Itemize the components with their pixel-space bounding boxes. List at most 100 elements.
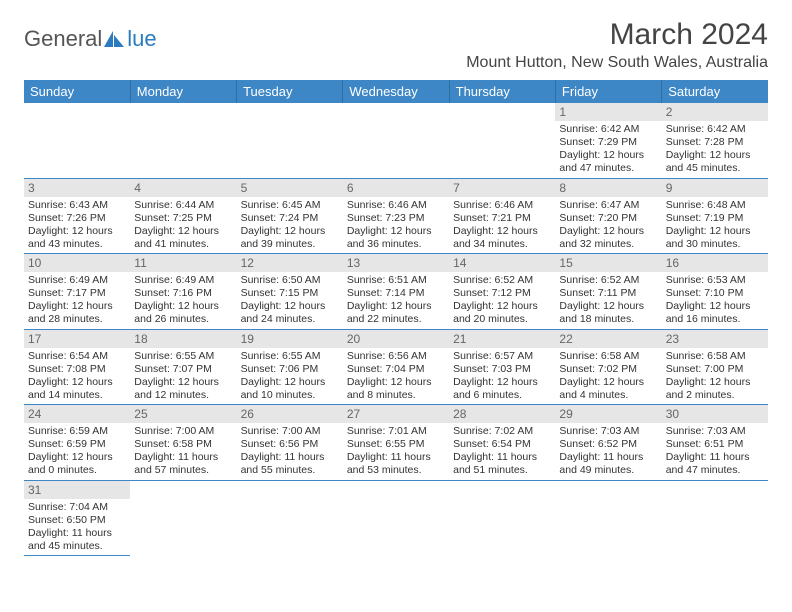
page-title: March 2024: [466, 18, 768, 52]
calendar-cell: 19Sunrise: 6:55 AMSunset: 7:06 PMDayligh…: [237, 329, 343, 405]
calendar-cell: 11Sunrise: 6:49 AMSunset: 7:16 PMDayligh…: [130, 254, 236, 330]
day-number: 16: [662, 254, 768, 272]
calendar-cell: 17Sunrise: 6:54 AMSunset: 7:08 PMDayligh…: [24, 329, 130, 405]
day-number: 31: [24, 481, 130, 499]
logo-sail-icon: [104, 31, 126, 47]
day-number: 10: [24, 254, 130, 272]
calendar-cell: [555, 480, 661, 556]
day-number: 26: [237, 405, 343, 423]
calendar-cell: 2Sunrise: 6:42 AMSunset: 7:28 PMDaylight…: [662, 103, 768, 178]
day-details: Sunrise: 6:51 AMSunset: 7:14 PMDaylight:…: [343, 272, 449, 329]
column-header: Thursday: [449, 80, 555, 103]
calendar-cell: 21Sunrise: 6:57 AMSunset: 7:03 PMDayligh…: [449, 329, 555, 405]
day-details: Sunrise: 7:03 AMSunset: 6:52 PMDaylight:…: [555, 423, 661, 480]
logo: General lue: [24, 26, 157, 52]
location: Mount Hutton, New South Wales, Australia: [466, 54, 768, 72]
calendar-cell: [24, 103, 130, 178]
calendar-cell: 22Sunrise: 6:58 AMSunset: 7:02 PMDayligh…: [555, 329, 661, 405]
day-details: Sunrise: 6:59 AMSunset: 6:59 PMDaylight:…: [24, 423, 130, 480]
day-number: 2: [662, 103, 768, 121]
day-details: Sunrise: 6:52 AMSunset: 7:11 PMDaylight:…: [555, 272, 661, 329]
title-block: March 2024 Mount Hutton, New South Wales…: [466, 18, 768, 72]
day-number: 24: [24, 405, 130, 423]
day-number: 27: [343, 405, 449, 423]
calendar-cell: 4Sunrise: 6:44 AMSunset: 7:25 PMDaylight…: [130, 178, 236, 254]
calendar-cell: 14Sunrise: 6:52 AMSunset: 7:12 PMDayligh…: [449, 254, 555, 330]
calendar-cell: 31Sunrise: 7:04 AMSunset: 6:50 PMDayligh…: [24, 480, 130, 556]
day-number: 4: [130, 179, 236, 197]
day-details: Sunrise: 7:02 AMSunset: 6:54 PMDaylight:…: [449, 423, 555, 480]
day-details: Sunrise: 6:46 AMSunset: 7:21 PMDaylight:…: [449, 197, 555, 254]
day-number: 6: [343, 179, 449, 197]
calendar-cell: 30Sunrise: 7:03 AMSunset: 6:51 PMDayligh…: [662, 405, 768, 481]
calendar-cell: 15Sunrise: 6:52 AMSunset: 7:11 PMDayligh…: [555, 254, 661, 330]
day-details: Sunrise: 6:50 AMSunset: 7:15 PMDaylight:…: [237, 272, 343, 329]
logo-text-blue: lue: [127, 26, 156, 52]
day-details: Sunrise: 6:55 AMSunset: 7:07 PMDaylight:…: [130, 348, 236, 405]
day-number: 9: [662, 179, 768, 197]
calendar-cell: 1Sunrise: 6:42 AMSunset: 7:29 PMDaylight…: [555, 103, 661, 178]
day-details: Sunrise: 6:47 AMSunset: 7:20 PMDaylight:…: [555, 197, 661, 254]
calendar-cell: 26Sunrise: 7:00 AMSunset: 6:56 PMDayligh…: [237, 405, 343, 481]
day-details: Sunrise: 6:45 AMSunset: 7:24 PMDaylight:…: [237, 197, 343, 254]
day-number: 5: [237, 179, 343, 197]
day-number: 7: [449, 179, 555, 197]
calendar-cell: 24Sunrise: 6:59 AMSunset: 6:59 PMDayligh…: [24, 405, 130, 481]
day-details: Sunrise: 6:58 AMSunset: 7:00 PMDaylight:…: [662, 348, 768, 405]
calendar-cell: [130, 480, 236, 556]
day-details: Sunrise: 6:49 AMSunset: 7:16 PMDaylight:…: [130, 272, 236, 329]
column-header: Sunday: [24, 80, 130, 103]
calendar-cell: 23Sunrise: 6:58 AMSunset: 7:00 PMDayligh…: [662, 329, 768, 405]
day-number: 22: [555, 330, 661, 348]
calendar-cell: 6Sunrise: 6:46 AMSunset: 7:23 PMDaylight…: [343, 178, 449, 254]
day-details: Sunrise: 7:03 AMSunset: 6:51 PMDaylight:…: [662, 423, 768, 480]
calendar-cell: [343, 103, 449, 178]
column-header: Friday: [555, 80, 661, 103]
calendar-cell: 12Sunrise: 6:50 AMSunset: 7:15 PMDayligh…: [237, 254, 343, 330]
day-details: Sunrise: 7:00 AMSunset: 6:56 PMDaylight:…: [237, 423, 343, 480]
logo-text-general: General: [24, 26, 102, 52]
day-number: 20: [343, 330, 449, 348]
day-details: Sunrise: 7:00 AMSunset: 6:58 PMDaylight:…: [130, 423, 236, 480]
calendar-cell: 18Sunrise: 6:55 AMSunset: 7:07 PMDayligh…: [130, 329, 236, 405]
calendar-cell: 13Sunrise: 6:51 AMSunset: 7:14 PMDayligh…: [343, 254, 449, 330]
day-number: 29: [555, 405, 661, 423]
day-details: Sunrise: 7:04 AMSunset: 6:50 PMDaylight:…: [24, 499, 130, 556]
calendar-cell: 7Sunrise: 6:46 AMSunset: 7:21 PMDaylight…: [449, 178, 555, 254]
day-details: Sunrise: 6:46 AMSunset: 7:23 PMDaylight:…: [343, 197, 449, 254]
day-number: 12: [237, 254, 343, 272]
day-number: 21: [449, 330, 555, 348]
day-details: Sunrise: 6:57 AMSunset: 7:03 PMDaylight:…: [449, 348, 555, 405]
day-details: Sunrise: 6:56 AMSunset: 7:04 PMDaylight:…: [343, 348, 449, 405]
day-number: 14: [449, 254, 555, 272]
calendar-cell: 9Sunrise: 6:48 AMSunset: 7:19 PMDaylight…: [662, 178, 768, 254]
day-number: 3: [24, 179, 130, 197]
calendar-cell: [662, 480, 768, 556]
column-header: Tuesday: [237, 80, 343, 103]
day-details: Sunrise: 6:53 AMSunset: 7:10 PMDaylight:…: [662, 272, 768, 329]
calendar-cell: 20Sunrise: 6:56 AMSunset: 7:04 PMDayligh…: [343, 329, 449, 405]
day-details: Sunrise: 6:42 AMSunset: 7:28 PMDaylight:…: [662, 121, 768, 178]
calendar-cell: 16Sunrise: 6:53 AMSunset: 7:10 PMDayligh…: [662, 254, 768, 330]
day-number: 11: [130, 254, 236, 272]
calendar-cell: [449, 480, 555, 556]
day-number: 18: [130, 330, 236, 348]
day-number: 23: [662, 330, 768, 348]
day-number: 17: [24, 330, 130, 348]
column-header: Monday: [130, 80, 236, 103]
calendar-table: SundayMondayTuesdayWednesdayThursdayFrid…: [24, 80, 768, 556]
day-details: Sunrise: 7:01 AMSunset: 6:55 PMDaylight:…: [343, 423, 449, 480]
calendar-cell: 5Sunrise: 6:45 AMSunset: 7:24 PMDaylight…: [237, 178, 343, 254]
day-details: Sunrise: 6:48 AMSunset: 7:19 PMDaylight:…: [662, 197, 768, 254]
day-number: 30: [662, 405, 768, 423]
day-details: Sunrise: 6:42 AMSunset: 7:29 PMDaylight:…: [555, 121, 661, 178]
calendar-cell: 8Sunrise: 6:47 AMSunset: 7:20 PMDaylight…: [555, 178, 661, 254]
calendar-cell: 27Sunrise: 7:01 AMSunset: 6:55 PMDayligh…: [343, 405, 449, 481]
calendar-cell: 25Sunrise: 7:00 AMSunset: 6:58 PMDayligh…: [130, 405, 236, 481]
calendar-cell: [449, 103, 555, 178]
calendar-cell: 28Sunrise: 7:02 AMSunset: 6:54 PMDayligh…: [449, 405, 555, 481]
day-number: 13: [343, 254, 449, 272]
calendar-cell: [237, 103, 343, 178]
day-number: 25: [130, 405, 236, 423]
day-details: Sunrise: 6:49 AMSunset: 7:17 PMDaylight:…: [24, 272, 130, 329]
